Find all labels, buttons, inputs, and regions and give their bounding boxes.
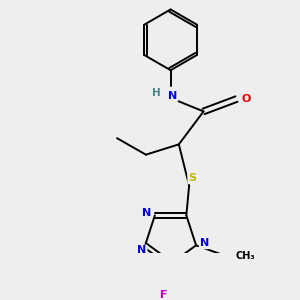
Text: S: S xyxy=(188,173,196,183)
Text: H: H xyxy=(152,88,161,98)
Text: O: O xyxy=(241,94,250,104)
Text: CH₃: CH₃ xyxy=(235,250,255,261)
Text: N: N xyxy=(137,245,147,256)
Text: F: F xyxy=(160,290,168,300)
Text: N: N xyxy=(200,238,209,248)
Text: N: N xyxy=(142,208,151,218)
Text: N: N xyxy=(168,91,177,101)
